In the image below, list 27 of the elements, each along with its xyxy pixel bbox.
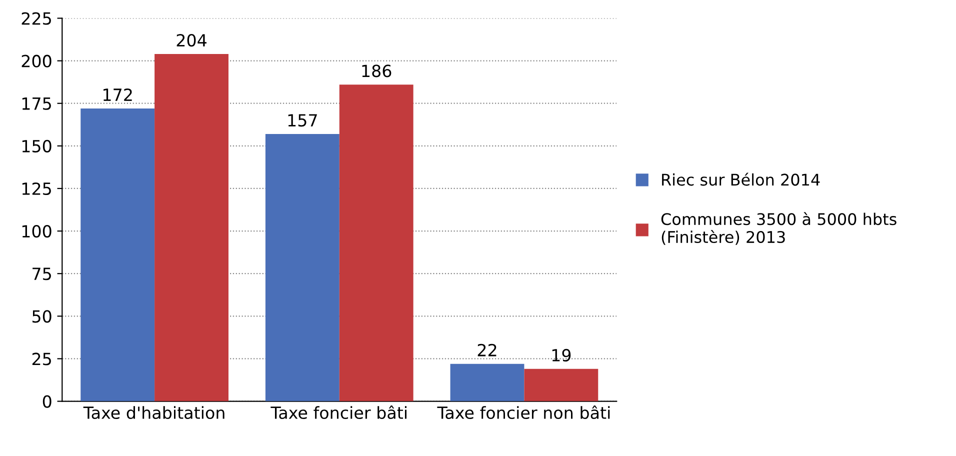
legend-label: Communes 3500 à 5000 hbts (Finistère) 2013 (661, 212, 896, 245)
y-tick-label: 150 (22, 140, 52, 152)
data-label: 172 (104, 88, 132, 101)
y-tick-label: 100 (22, 225, 52, 238)
bar (524, 368, 598, 402)
bar (154, 54, 228, 402)
bar (450, 364, 524, 402)
x-tick-label: Taxe foncier non bâti (437, 405, 610, 420)
y-tick-label: 50 (32, 310, 52, 323)
data-label: 157 (288, 114, 317, 127)
data-label: 22 (478, 344, 496, 356)
y-tick-label: 175 (22, 98, 51, 110)
y-tick-label: 200 (22, 54, 52, 68)
y-tick-label: 0 (42, 395, 52, 408)
x-tick-label: Taxe d'habitation (83, 406, 224, 420)
y-tick-label: 25 (32, 352, 51, 366)
data-label: 186 (362, 64, 392, 78)
bar (80, 108, 155, 402)
x-tick-label: Taxe foncier bâti (270, 405, 406, 420)
y-tick-label: 225 (22, 12, 51, 25)
y-tick-label: 125 (22, 182, 51, 196)
legend-label: Riec sur Bélon 2014 (662, 172, 820, 186)
data-label: 204 (176, 34, 206, 47)
bar (265, 134, 340, 402)
data-label: 19 (552, 348, 571, 362)
bar (339, 84, 414, 402)
y-tick-label: 75 (32, 268, 51, 280)
